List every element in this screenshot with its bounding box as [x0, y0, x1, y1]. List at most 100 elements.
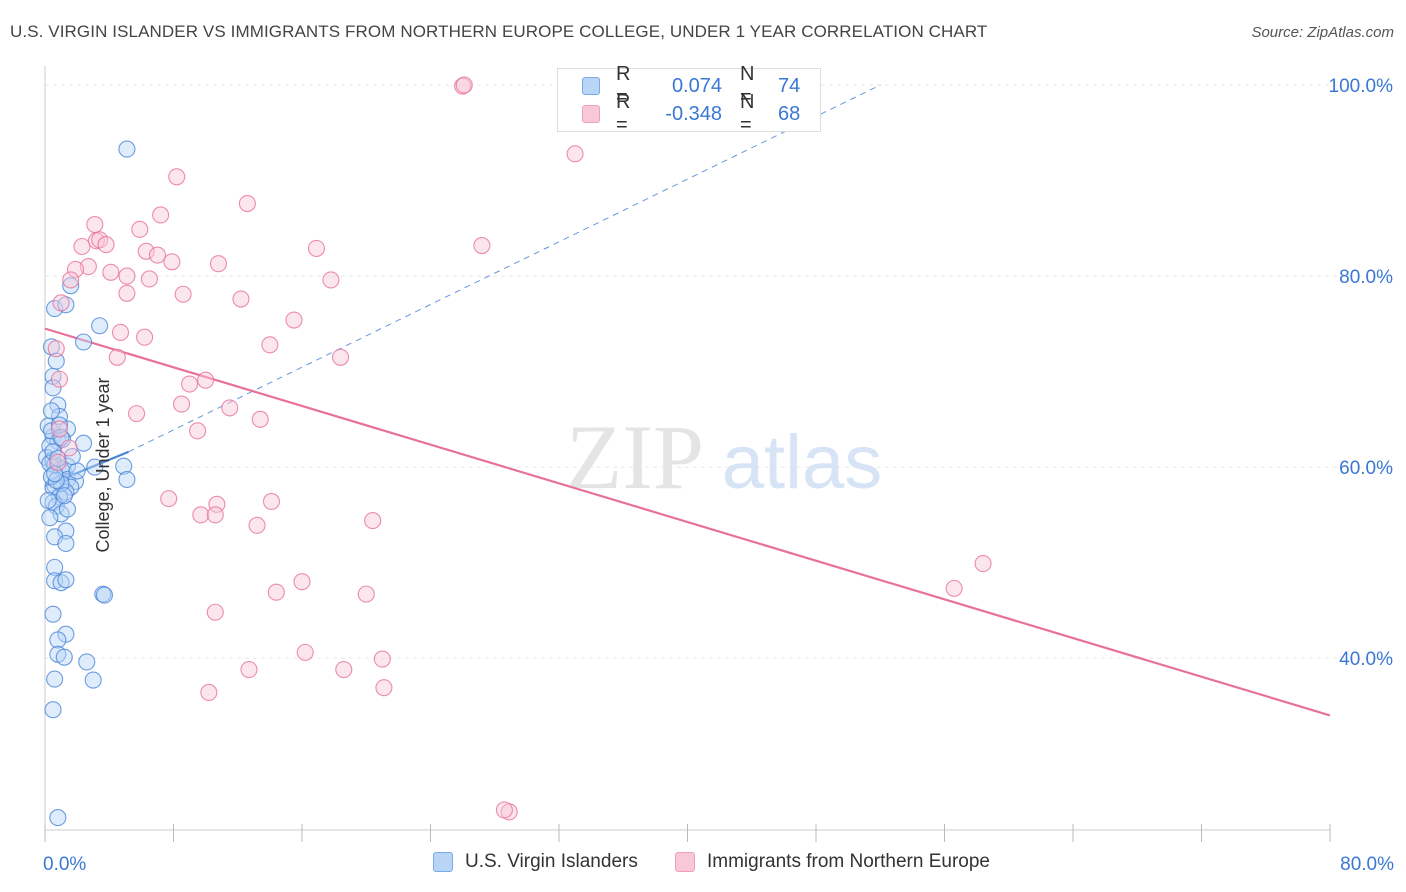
point-virgin-islanders[interactable]: [115, 457, 133, 475]
point-northern-europe[interactable]: [73, 237, 91, 256]
point-northern-europe[interactable]: [455, 76, 473, 94]
point-virgin-islanders[interactable]: [118, 140, 136, 158]
point-virgin-islanders[interactable]: [68, 462, 86, 480]
point-virgin-islanders[interactable]: [49, 631, 67, 649]
point-northern-europe[interactable]: [79, 257, 97, 276]
point-northern-europe[interactable]: [200, 683, 218, 702]
point-virgin-islanders[interactable]: [55, 648, 73, 666]
point-virgin-islanders[interactable]: [57, 522, 75, 540]
point-virgin-islanders[interactable]: [62, 478, 80, 496]
point-northern-europe[interactable]: [136, 328, 154, 346]
point-northern-europe[interactable]: [86, 215, 104, 234]
point-northern-europe[interactable]: [163, 253, 181, 271]
point-northern-europe[interactable]: [137, 242, 155, 260]
point-northern-europe[interactable]: [974, 555, 992, 573]
point-northern-europe[interactable]: [293, 573, 311, 591]
point-virgin-islanders[interactable]: [52, 574, 70, 592]
point-northern-europe[interactable]: [248, 516, 266, 534]
point-virgin-islanders[interactable]: [46, 300, 64, 318]
point-northern-europe[interactable]: [267, 583, 285, 601]
point-northern-europe[interactable]: [262, 492, 281, 511]
point-northern-europe[interactable]: [111, 323, 130, 341]
point-northern-europe[interactable]: [52, 294, 70, 312]
point-virgin-islanders[interactable]: [57, 534, 75, 553]
point-virgin-islanders[interactable]: [44, 379, 62, 397]
point-virgin-islanders[interactable]: [91, 317, 109, 335]
point-northern-europe[interactable]: [197, 371, 215, 389]
point-virgin-islanders[interactable]: [84, 671, 102, 689]
point-virgin-islanders[interactable]: [62, 277, 80, 295]
point-northern-europe[interactable]: [238, 194, 256, 213]
point-northern-europe[interactable]: [206, 506, 224, 524]
point-northern-europe[interactable]: [174, 285, 192, 303]
legend-item-virgin-islanders[interactable]: U.S. Virgin Islanders: [433, 851, 638, 873]
point-northern-europe[interactable]: [168, 168, 186, 186]
point-virgin-islanders[interactable]: [49, 809, 67, 827]
point-virgin-islanders[interactable]: [41, 509, 59, 527]
point-northern-europe[interactable]: [285, 311, 303, 329]
point-northern-europe[interactable]: [566, 145, 584, 163]
point-northern-europe[interactable]: [152, 206, 170, 224]
point-northern-europe[interactable]: [172, 395, 191, 413]
point-northern-europe[interactable]: [140, 270, 158, 288]
point-northern-europe[interactable]: [160, 490, 178, 508]
point-northern-europe[interactable]: [307, 239, 326, 257]
point-northern-europe[interactable]: [131, 220, 149, 238]
point-virgin-islanders[interactable]: [78, 653, 96, 671]
point-virgin-islanders[interactable]: [57, 571, 75, 589]
point-northern-europe[interactable]: [322, 271, 340, 289]
point-northern-europe[interactable]: [118, 267, 136, 285]
point-northern-europe[interactable]: [209, 255, 228, 273]
point-northern-europe[interactable]: [261, 336, 279, 354]
point-northern-europe[interactable]: [495, 801, 513, 819]
point-northern-europe[interactable]: [62, 271, 80, 289]
point-northern-europe[interactable]: [47, 340, 65, 358]
point-northern-europe[interactable]: [118, 284, 136, 302]
point-northern-europe[interactable]: [49, 453, 67, 471]
point-northern-europe[interactable]: [335, 661, 353, 679]
point-virgin-islanders[interactable]: [58, 500, 77, 518]
point-virgin-islanders[interactable]: [86, 458, 104, 476]
point-northern-europe[interactable]: [357, 585, 375, 603]
point-northern-europe[interactable]: [66, 260, 85, 278]
point-northern-europe[interactable]: [232, 290, 250, 308]
point-virgin-islanders[interactable]: [46, 670, 64, 688]
point-northern-europe[interactable]: [375, 679, 393, 697]
point-northern-europe[interactable]: [945, 579, 963, 597]
point-virgin-islanders[interactable]: [44, 605, 62, 623]
point-virgin-islanders[interactable]: [39, 491, 57, 510]
point-northern-europe[interactable]: [60, 439, 78, 457]
point-virgin-islanders[interactable]: [55, 487, 73, 505]
point-northern-europe[interactable]: [128, 405, 146, 423]
point-northern-europe[interactable]: [473, 236, 491, 255]
point-northern-europe[interactable]: [50, 420, 69, 438]
point-northern-europe[interactable]: [240, 661, 258, 679]
point-virgin-islanders[interactable]: [42, 402, 60, 420]
point-virgin-islanders[interactable]: [95, 586, 113, 604]
point-virgin-islanders[interactable]: [118, 470, 136, 489]
point-northern-europe[interactable]: [50, 370, 69, 388]
point-virgin-islanders[interactable]: [50, 416, 69, 434]
point-northern-europe[interactable]: [108, 348, 126, 366]
point-northern-europe[interactable]: [189, 422, 207, 440]
point-northern-europe[interactable]: [148, 246, 166, 264]
point-virgin-islanders[interactable]: [47, 471, 65, 490]
point-northern-europe[interactable]: [296, 643, 314, 661]
point-northern-europe[interactable]: [221, 399, 239, 417]
point-virgin-islanders[interactable]: [75, 333, 93, 351]
point-northern-europe[interactable]: [208, 495, 226, 513]
point-northern-europe[interactable]: [102, 263, 120, 281]
point-northern-europe[interactable]: [192, 506, 210, 524]
point-northern-europe[interactable]: [364, 512, 382, 530]
point-northern-europe[interactable]: [331, 348, 350, 366]
legend-item-northern-europe[interactable]: Immigrants from Northern Europe: [675, 851, 990, 873]
point-northern-europe[interactable]: [251, 410, 269, 428]
point-northern-europe[interactable]: [206, 603, 224, 621]
point-virgin-islanders[interactable]: [63, 448, 81, 466]
point-virgin-islanders[interactable]: [44, 701, 62, 719]
point-northern-europe[interactable]: [373, 650, 391, 668]
point-virgin-islanders[interactable]: [75, 434, 93, 452]
point-virgin-islanders[interactable]: [46, 558, 64, 576]
point-northern-europe[interactable]: [97, 236, 115, 254]
point-northern-europe[interactable]: [181, 375, 199, 393]
